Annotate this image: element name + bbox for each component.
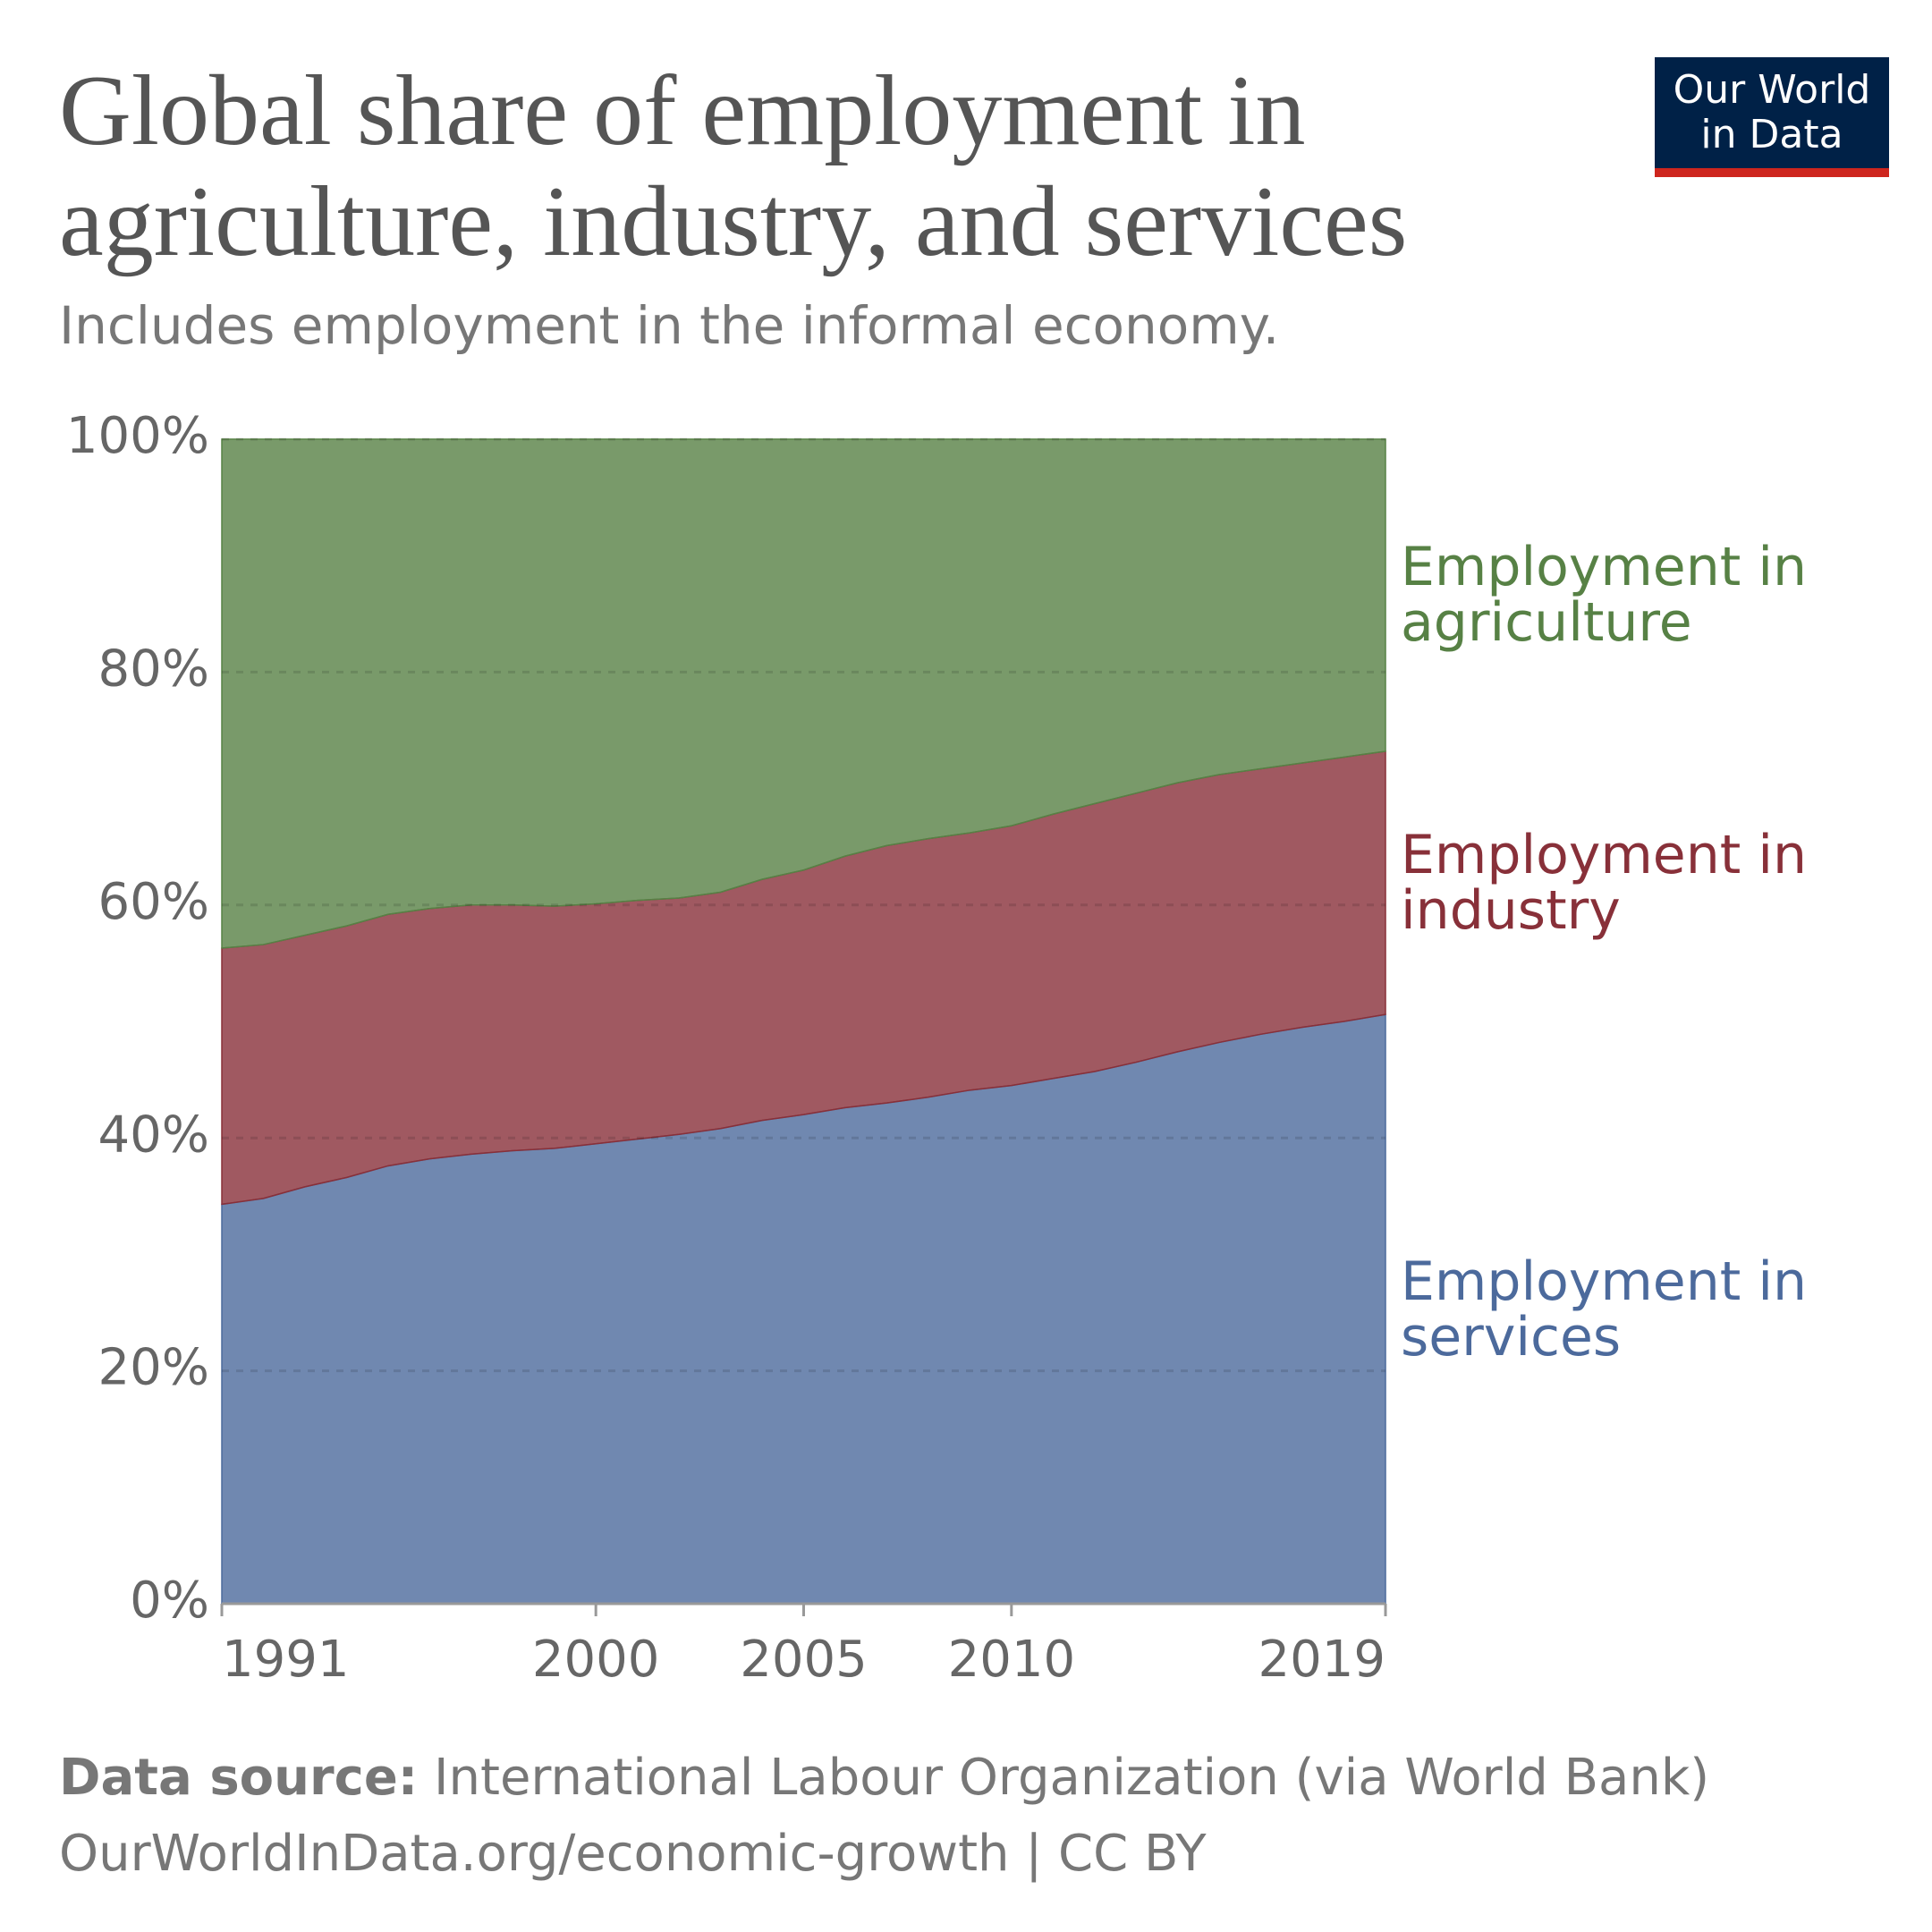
source: Data source: International Labour Organi… — [59, 1749, 1709, 1807]
area — [221, 438, 1386, 949]
x-tick-label: 2000 — [532, 1631, 660, 1689]
y-tick-label: 20% — [98, 1339, 209, 1397]
y-tick-label: 60% — [98, 873, 209, 931]
x-tick-label: 1991 — [222, 1631, 350, 1689]
x-tick-label: 2010 — [948, 1631, 1076, 1689]
x-tick-label: 2019 — [1258, 1631, 1385, 1689]
y-tick-label: 100% — [66, 407, 209, 465]
legend-label[interactable]: Employment in services — [1401, 1250, 1808, 1368]
chart-subtitle: Includes employment in the informal econ… — [59, 295, 1280, 356]
legend-label[interactable]: Employment in industry — [1401, 824, 1808, 943]
chart: 0% 20% 40% 60% 80% 100% 1991 2000 2005 2010 2019 — [66, 407, 1387, 1689]
logo[interactable]: Our World in Data — [1655, 57, 1889, 177]
y-tick-label: 40% — [98, 1106, 209, 1164]
y-tick-label: 0% — [130, 1572, 209, 1630]
chart-title: Global share of employment in agricultur… — [59, 55, 1408, 277]
source-text[interactable]: International Labour Organization (via W… — [434, 1749, 1710, 1807]
footer[interactable]: OurWorldInData.org/economic-growth | CC … — [59, 1825, 1207, 1883]
legend-label[interactable]: Employment in agriculture — [1401, 536, 1808, 655]
x-tick-label: 2005 — [740, 1631, 868, 1689]
y-tick-label: 80% — [98, 640, 209, 699]
source-label: Data source: — [59, 1749, 419, 1807]
